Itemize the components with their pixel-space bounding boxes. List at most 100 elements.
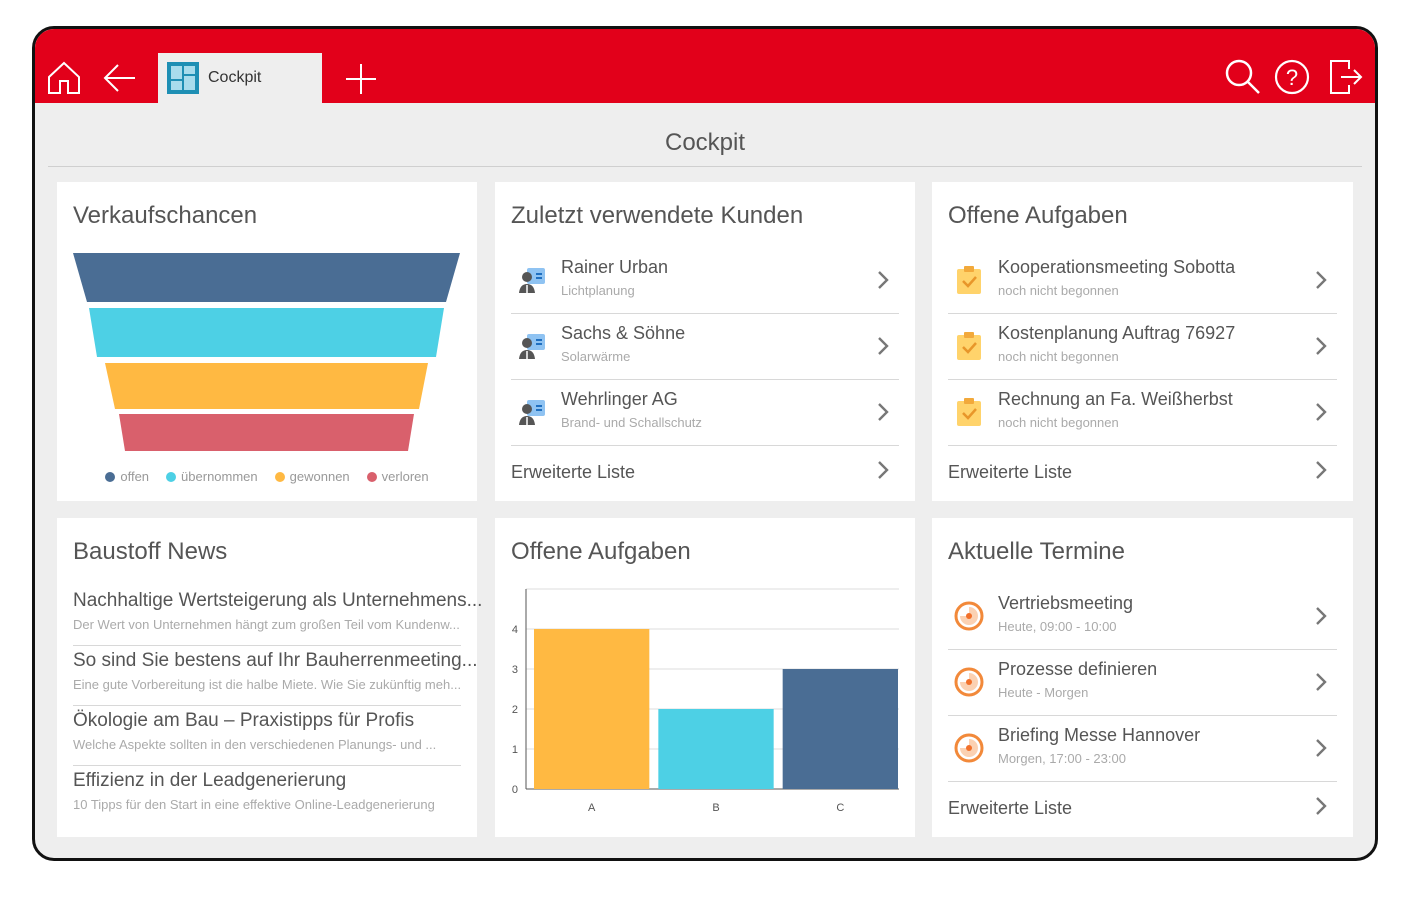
chevron-right-icon [1316,271,1327,289]
logout-icon[interactable] [1329,59,1363,95]
card-title: Offene Aufgaben [511,538,691,565]
appointment-list-item[interactable]: Briefing Messe Hannover Morgen, 17:00 - 2… [948,716,1337,782]
appointments-card: Aktuelle Termine Vertriebsmeeting Heute, … [932,518,1353,837]
extended-list-label: Erweiterte Liste [511,462,636,482]
item-subtitle: noch nicht begonnen [998,283,1119,298]
item-subtitle: Brand- und Schallschutz [561,415,702,430]
bar-chart: 0 1 2 3 4 A B C [512,588,899,814]
news-title: Ökologie am Bau – Praxistipps für Profis [73,710,415,731]
legend-item: übernommen [166,469,258,484]
card-title: Zuletzt verwendete Kunden [511,202,804,229]
back-arrow-icon[interactable] [103,63,137,93]
open-tasks-card: Offene Aufgaben Kooperationsmeeting Sobo… [932,182,1353,501]
sales-card: Verkaufschancen offen übernommen gewonne… [57,182,477,501]
legend-item: offen [105,469,149,484]
news-item[interactable]: Nachhaltige Wertsteigerung als Unternehm… [73,586,482,646]
extended-list-label: Erweiterte Liste [948,798,1073,818]
clipboard-check-icon [957,266,981,294]
item-subtitle: Morgen, 17:00 - 23:00 [998,751,1126,766]
clipboard-check-icon [957,332,981,360]
extended-list-label: Erweiterte Liste [948,462,1073,482]
item-subtitle: noch nicht begonnen [998,349,1119,364]
chevron-right-icon [1316,739,1327,757]
task-list-item[interactable]: Kostenplanung Auftrag 76927 noch nicht be… [948,314,1337,380]
news-item[interactable]: So sind Sie bestens auf Ihr Bauherrenmee… [73,646,478,706]
chevron-right-icon [878,403,889,421]
chevron-right-icon [1316,403,1327,421]
home-icon[interactable] [47,61,81,95]
add-tab-icon[interactable] [345,63,377,95]
funnel-legend: offen übernommen gewonnen verloren [57,469,477,484]
chevron-right-icon [878,271,889,289]
chevron-right-icon [1316,607,1327,625]
news-card: Baustoff News Nachhaltige Wertsteigerung… [57,518,482,837]
news-title: Effizienz in der Leadgenerierung [73,770,347,791]
app-window: Cockpit ? Cockpit Verkaufschancen offen … [32,26,1378,861]
chevron-right-icon [1316,337,1327,355]
funnel-segment-verloren [119,414,414,451]
y-tick-label: 0 [512,784,518,796]
news-item[interactable]: Ökologie am Bau – Praxistipps für Profis… [73,706,461,766]
title-divider [48,166,1362,167]
contact-card-icon [519,334,545,359]
item-title: Sachs & Söhne [561,323,686,343]
extended-list-link[interactable]: Erweiterte Liste [948,782,1337,832]
item-subtitle: noch nicht begonnen [998,415,1119,430]
page-title: Cockpit [664,129,746,156]
card-title: Aktuelle Termine [948,538,1125,565]
customer-list-item[interactable]: Rainer Urban Lichtplanung [511,248,899,314]
tasks-chart-card: Offene Aufgaben 0 1 2 3 4 A B C [495,518,915,837]
recent-customers-card: Zuletzt verwendete Kunden Rainer Urban Li… [495,182,915,501]
task-list-item[interactable]: Kooperationsmeeting Sobotta noch nicht be… [948,248,1337,314]
news-title: So sind Sie bestens auf Ihr Bauherrenmee… [73,650,478,671]
news-item[interactable]: Effizienz in der Leadgenerierung 10 Tipps… [73,766,461,826]
legend-item: gewonnen [274,469,350,484]
chevron-right-icon [878,337,889,355]
x-tick-label: C [836,802,844,814]
appointment-clock-icon [954,601,984,631]
appointment-list-item[interactable]: Prozesse definieren Heute - Morgen [948,650,1337,716]
item-title: Vertriebsmeeting [998,593,1134,613]
y-tick-label: 1 [512,744,518,756]
bar-B [658,709,774,789]
bar-C [782,669,898,789]
chevron-right-icon [1316,797,1327,815]
item-title: Prozesse definieren [998,659,1158,679]
item-title: Wehrlinger AG [561,389,678,409]
news-teaser: Eine gute Vorbereitung ist die halbe Mie… [73,677,462,692]
card-title: Offene Aufgaben [948,202,1128,229]
x-tick-label: A [588,802,596,814]
customer-list-item[interactable]: Wehrlinger AG Brand- und Schallschutz [511,380,899,446]
item-title: Rechnung an Fa. Weißherbst [998,389,1233,409]
news-title: Nachhaltige Wertsteigerung als Unternehm… [73,590,483,611]
customer-list-item[interactable]: Sachs & Söhne Solarwärme [511,314,899,380]
bar-A [534,629,650,789]
help-icon[interactable]: ? [1274,59,1310,95]
header-bar: Cockpit ? [35,29,1375,103]
tab-label: Cockpit [208,69,262,86]
appointment-list-item[interactable]: Vertriebsmeeting Heute, 09:00 - 10:00 [948,584,1337,650]
sales-funnel [73,253,460,451]
clipboard-check-icon [957,398,981,426]
contact-card-icon [519,400,545,425]
tab-cockpit[interactable]: Cockpit [158,53,322,103]
y-tick-label: 2 [512,704,518,716]
appointment-clock-icon [954,733,984,763]
x-tick-label: B [712,802,719,814]
y-tick-label: 4 [512,624,518,636]
legend-item: verloren [366,469,429,484]
funnel-segment-offen [73,253,460,302]
chevron-right-icon [1316,461,1327,479]
news-teaser: Der Wert von Unternehmen hängt zum große… [73,617,460,632]
card-title: Verkaufschancen [73,202,258,229]
item-title: Briefing Messe Hannover [998,725,1201,745]
search-icon[interactable] [1225,59,1261,95]
card-title: Baustoff News [73,538,228,565]
contact-card-icon [519,268,545,293]
y-tick-label: 3 [512,664,518,676]
funnel-segment-uebernommen [89,308,444,357]
extended-list-link[interactable]: Erweiterte Liste [948,446,1337,496]
news-teaser: Welche Aspekte sollten in den verschiede… [73,737,437,752]
task-list-item[interactable]: Rechnung an Fa. Weißherbst noch nicht beg… [948,380,1337,446]
extended-list-link[interactable]: Erweiterte Liste [511,446,899,496]
